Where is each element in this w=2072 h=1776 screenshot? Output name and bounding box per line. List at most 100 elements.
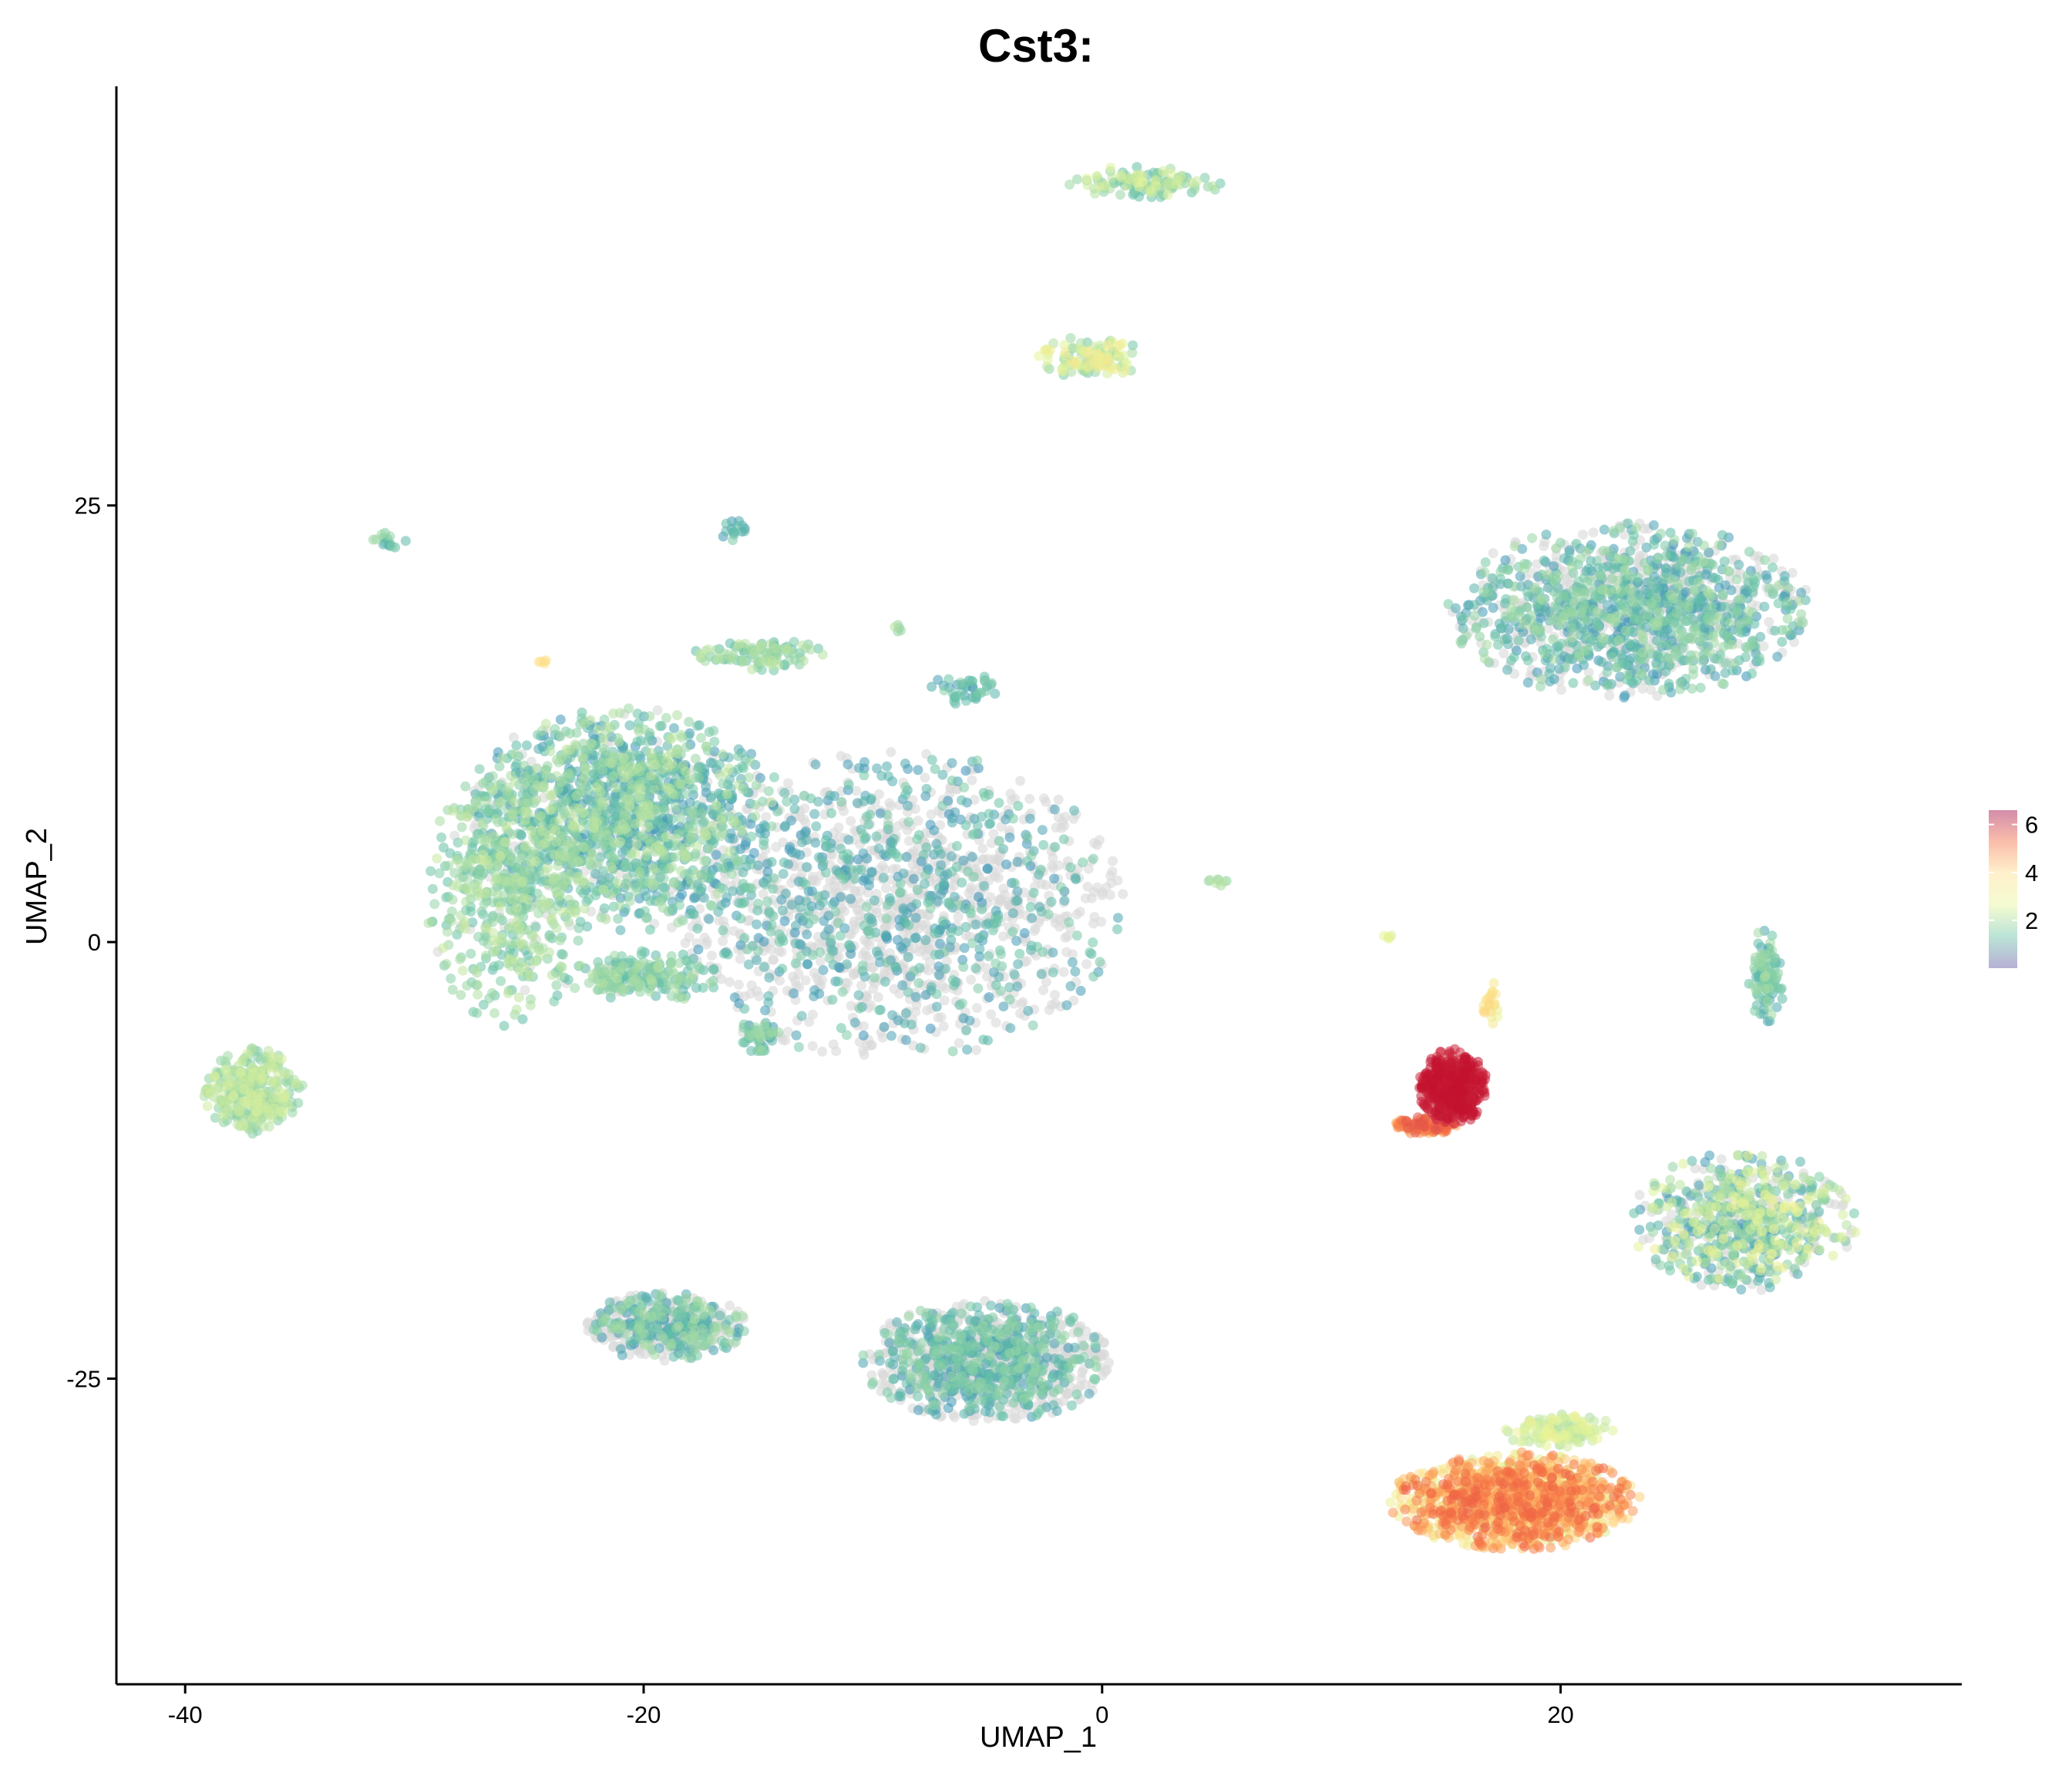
scatter-point bbox=[846, 816, 856, 826]
scatter-point bbox=[985, 818, 996, 829]
scatter-point bbox=[938, 1021, 949, 1031]
scatter-point bbox=[1588, 527, 1599, 538]
scatter-point bbox=[1005, 1023, 1016, 1034]
scatter-point bbox=[1112, 875, 1123, 886]
scatter-point bbox=[818, 965, 829, 975]
scatter-point bbox=[887, 1010, 898, 1021]
scatter-point bbox=[764, 972, 775, 983]
scatter-point bbox=[953, 912, 964, 923]
scatter-point bbox=[583, 1317, 594, 1327]
scatter-point bbox=[991, 1018, 1001, 1028]
scatter-point bbox=[846, 949, 856, 959]
scatter-point bbox=[898, 868, 909, 879]
scatter-point bbox=[810, 759, 821, 770]
scatter-point bbox=[1049, 873, 1060, 884]
scatter-point bbox=[1016, 999, 1027, 1010]
scatter-point bbox=[911, 899, 922, 909]
scatter-point bbox=[960, 765, 971, 776]
scatter-point bbox=[853, 893, 863, 904]
scatter-point bbox=[1081, 959, 1092, 970]
scatter-point bbox=[1637, 683, 1648, 694]
scatter-point bbox=[836, 892, 846, 903]
scatter-point bbox=[843, 977, 853, 988]
scatter-point bbox=[1046, 896, 1057, 907]
scatter-point bbox=[1012, 856, 1023, 867]
scatter-point bbox=[810, 837, 821, 848]
scatter-point bbox=[716, 900, 727, 911]
scatter-point bbox=[886, 801, 896, 812]
scatter-point bbox=[843, 759, 853, 770]
scatter-point bbox=[1777, 637, 1788, 648]
scatter-point bbox=[1047, 1000, 1058, 1010]
scatter-point bbox=[811, 821, 822, 832]
scatter-point bbox=[1736, 1284, 1747, 1295]
scatter-point bbox=[947, 758, 957, 769]
scatter-point bbox=[962, 1044, 973, 1055]
scatter-point bbox=[927, 755, 937, 765]
scatter-point bbox=[1639, 523, 1650, 534]
scatter-point bbox=[871, 831, 882, 842]
scatter-point bbox=[896, 1391, 906, 1402]
scatter-point bbox=[923, 965, 933, 976]
scatter-point bbox=[615, 1344, 626, 1354]
scatter-point bbox=[1061, 947, 1071, 957]
scatter-point bbox=[796, 1011, 807, 1021]
scatter-point bbox=[966, 882, 977, 893]
scatter-point bbox=[918, 849, 929, 860]
scatter-point bbox=[835, 832, 846, 843]
scatter-point bbox=[790, 938, 801, 949]
scatter-point bbox=[950, 807, 960, 818]
scatter-point bbox=[937, 980, 947, 991]
scatter-point bbox=[979, 880, 989, 891]
scatter-point bbox=[1019, 928, 1030, 938]
scatter-point bbox=[1053, 812, 1064, 822]
scatter-point bbox=[910, 913, 921, 923]
scatter-point bbox=[890, 962, 901, 973]
scatter-point bbox=[1024, 793, 1035, 804]
scatter-point bbox=[1544, 668, 1555, 679]
scatter-point bbox=[874, 789, 884, 799]
scatter-point bbox=[520, 985, 530, 995]
scatter-point bbox=[1830, 1199, 1841, 1209]
scatter-point bbox=[1021, 956, 1032, 967]
scatter-point bbox=[1056, 822, 1067, 833]
scatter-point bbox=[1634, 1224, 1645, 1235]
scatter-point bbox=[1066, 1400, 1077, 1411]
scatter-point bbox=[763, 991, 774, 1001]
scatter-point bbox=[970, 963, 981, 974]
scatter-point bbox=[783, 778, 793, 789]
scatter-point bbox=[1710, 573, 1720, 584]
scatter-point bbox=[853, 904, 863, 915]
scatter-point bbox=[1608, 563, 1619, 574]
scatter-point bbox=[615, 925, 626, 936]
scatter-point bbox=[580, 866, 590, 876]
scatter-point bbox=[967, 775, 977, 785]
scatter-point bbox=[1753, 938, 1764, 949]
scatter-point bbox=[1719, 556, 1730, 567]
scatter-point bbox=[941, 956, 952, 967]
scatter-point bbox=[768, 954, 779, 965]
scatter-point bbox=[704, 913, 715, 924]
scatter-point bbox=[1051, 1307, 1062, 1317]
scatter-point bbox=[873, 843, 884, 854]
scatter-point bbox=[790, 920, 801, 931]
scatter-point bbox=[967, 852, 977, 863]
scatter-point bbox=[1058, 967, 1069, 977]
scatter-point bbox=[1112, 924, 1122, 934]
scatter-point bbox=[1012, 886, 1023, 896]
scatter-point bbox=[921, 783, 932, 794]
scatter-point bbox=[725, 1300, 735, 1311]
scatter-point bbox=[1795, 1156, 1805, 1167]
scatter-point bbox=[555, 715, 566, 725]
scatter-point bbox=[1525, 634, 1536, 644]
chart-title: Cst3: bbox=[978, 20, 1094, 72]
scatter-point bbox=[1099, 1337, 1109, 1347]
scatter-point bbox=[931, 1001, 942, 1012]
scatter-point bbox=[706, 950, 717, 961]
scatter-point bbox=[825, 790, 836, 801]
scatter-point bbox=[804, 1017, 815, 1028]
scatter-point bbox=[1070, 966, 1081, 977]
scatter-point bbox=[946, 851, 957, 862]
scatter-point bbox=[820, 867, 831, 878]
scatter-point bbox=[864, 940, 875, 950]
